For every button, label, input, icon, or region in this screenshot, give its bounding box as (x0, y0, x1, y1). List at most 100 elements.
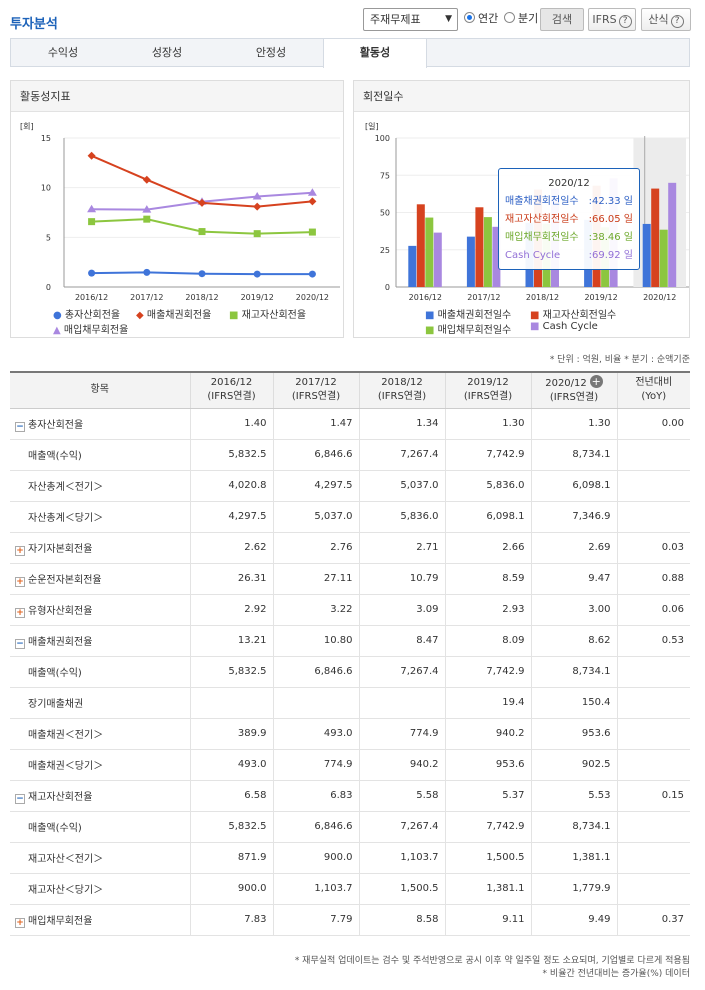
bar[interactable] (425, 217, 434, 287)
table-cell: 5.37 (444, 780, 531, 812)
bar[interactable] (416, 204, 425, 287)
bar[interactable] (642, 223, 651, 287)
legend-item[interactable]: ■ 재고자산회전일수 (530, 310, 617, 321)
bar[interactable] (668, 182, 677, 287)
row-label[interactable]: − 매출채권회전율 (10, 625, 190, 657)
data-point[interactable] (142, 205, 152, 213)
data-point[interactable] (142, 175, 151, 184)
data-point[interactable] (253, 270, 261, 278)
y-tick-label: 0 (46, 283, 51, 292)
table-cell: 5,836.0 (444, 470, 531, 502)
legend-item[interactable]: ■ 재고자산회전율 (229, 310, 307, 321)
quarter-radio[interactable] (504, 12, 515, 23)
data-point[interactable] (143, 215, 151, 223)
table-cell: 150.4 (530, 687, 617, 719)
row-label[interactable]: + 매입채무회전율 (10, 904, 190, 936)
table-cell: 7,267.4 (358, 656, 445, 688)
table-cell: 5.58 (358, 780, 445, 812)
legend-item[interactable]: ● 총자산회전율 (53, 310, 121, 321)
row-label[interactable]: + 순운전자본회전율 (10, 563, 190, 595)
x-tick-label: 2018/12 (526, 293, 559, 302)
legend-item[interactable]: ◆ 매출채권회전율 (136, 310, 212, 321)
table-cell: 1,103.7 (272, 873, 359, 905)
expand-icon[interactable]: + (15, 545, 25, 556)
legend-item[interactable]: ■ 매입채무회전일수 (425, 325, 512, 336)
table-cell: 2.62 (189, 532, 273, 564)
collapse-icon[interactable]: − (15, 793, 25, 804)
table-cell: 900.0 (272, 842, 359, 874)
table-row: 매출액(수익) 5,832.5 6,846.6 7,267.4 7,742.9 8,734… (10, 811, 690, 843)
table-cell: 7,267.4 (358, 439, 445, 471)
quarter-radio-label[interactable]: 분기 (518, 12, 539, 25)
data-point[interactable] (253, 230, 261, 238)
bar[interactable] (466, 236, 475, 287)
tab-activity[interactable]: 활동성 (323, 39, 427, 68)
bar[interactable] (475, 207, 484, 287)
data-point[interactable] (308, 197, 317, 206)
row-label[interactable]: + 유형자산회전율 (10, 594, 190, 626)
data-point[interactable] (253, 202, 262, 211)
row-label: 매출채권＜당기＞ (10, 749, 190, 781)
statement-select[interactable]: 주재무제표 ▼ (363, 8, 458, 31)
data-point[interactable] (198, 228, 206, 236)
row-label: 매출액(수익) (10, 439, 190, 471)
data-point[interactable] (87, 151, 96, 160)
x-tick-label: 2020/12 (643, 293, 676, 302)
tab-growth[interactable]: 성장성 (151, 46, 183, 59)
data-point[interactable] (88, 218, 96, 226)
annual-radio-label[interactable]: 연간 (478, 12, 499, 25)
data-point[interactable] (252, 192, 262, 200)
table-cell: 1,500.5 (358, 873, 445, 905)
table-cell: 2.93 (444, 594, 531, 626)
expand-icon[interactable]: + (15, 576, 25, 587)
table-cell (616, 811, 690, 843)
data-point[interactable] (308, 228, 316, 236)
table-row: + 유형자산회전율 2.92 3.22 3.09 2.93 3.00 0.06 (10, 594, 690, 626)
expand-icon[interactable]: + (15, 917, 25, 928)
x-tick-label: 2020/12 (296, 293, 329, 302)
tab-stability[interactable]: 안정성 (255, 46, 287, 59)
bar[interactable] (492, 226, 501, 287)
header-period: 2016/12 (IFRS연결) (189, 372, 273, 409)
legend-item[interactable]: ■ Cash Cycle (530, 321, 598, 332)
statement-select-value: 주재무제표 (370, 13, 421, 26)
data-point[interactable] (307, 188, 317, 196)
ifrs-help-button[interactable]: IFRS? (588, 8, 636, 31)
data-point[interactable] (88, 269, 96, 277)
data-point[interactable] (308, 270, 316, 278)
x-tick-label: 2017/12 (130, 293, 163, 302)
bar[interactable] (408, 245, 417, 287)
question-icon: ? (670, 15, 684, 28)
table-cell: 902.5 (530, 749, 617, 781)
row-label[interactable]: − 총자산회전율 (10, 408, 190, 440)
data-point[interactable] (87, 204, 97, 213)
bar[interactable] (651, 188, 660, 287)
table-cell: 5,037.0 (272, 501, 359, 533)
search-button[interactable]: 검색 (540, 8, 584, 31)
table-row: + 자기자본회전율 2.62 2.76 2.71 2.66 2.69 0.03 (10, 532, 690, 564)
row-label[interactable]: + 자기자본회전율 (10, 532, 190, 564)
row-label: 매출액(수익) (10, 656, 190, 688)
tab-profitability[interactable]: 수익성 (47, 46, 79, 59)
annual-radio[interactable] (464, 12, 475, 23)
formula-help-button[interactable]: 산식? (641, 8, 691, 31)
table-cell: 0.88 (616, 563, 690, 595)
row-label[interactable]: − 재고자산회전율 (10, 780, 190, 812)
bar[interactable] (433, 232, 442, 287)
data-point[interactable] (198, 198, 206, 207)
expand-icon[interactable]: + (15, 607, 25, 618)
x-tick-label: 2016/12 (409, 293, 442, 302)
data-point[interactable] (143, 268, 151, 276)
legend-item[interactable]: ▲ 매입채무회전율 (53, 325, 129, 336)
table-cell (358, 687, 445, 719)
bar[interactable] (659, 229, 668, 287)
table-cell: 6,098.1 (444, 501, 531, 533)
expand-period-icon[interactable]: + (589, 375, 603, 389)
collapse-icon[interactable]: − (15, 421, 25, 432)
legend-item[interactable]: ■ 매출채권회전일수 (425, 310, 512, 321)
data-point[interactable] (198, 270, 206, 278)
collapse-icon[interactable]: − (15, 638, 25, 649)
bar[interactable] (483, 217, 492, 287)
header-period: 2017/12 (IFRS연결) (272, 372, 359, 409)
table-cell: 8.58 (358, 904, 445, 936)
